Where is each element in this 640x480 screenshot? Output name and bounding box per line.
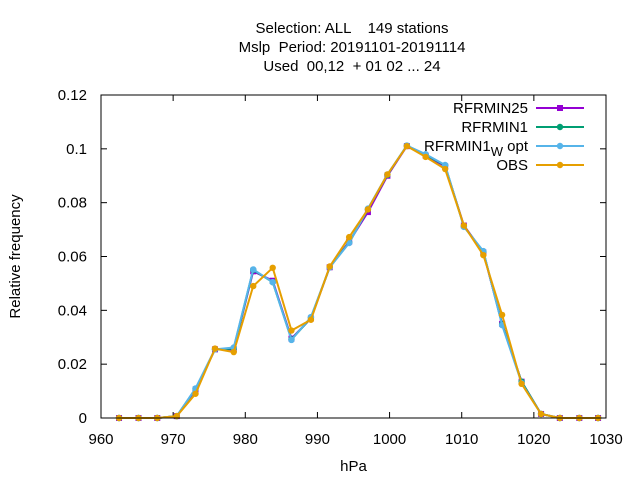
- legend-item: RFRMIN1W opt: [424, 138, 584, 159]
- legend-item: OBS: [496, 157, 584, 174]
- data-point: [250, 266, 257, 273]
- data-point: [498, 311, 506, 319]
- x-tick-label: 1030: [589, 431, 622, 448]
- y-tick-label: 0.08: [58, 195, 87, 212]
- data-point: [192, 390, 199, 397]
- data-point: [230, 348, 237, 356]
- series-2: [115, 142, 602, 422]
- data-point: [288, 327, 295, 334]
- series-lines: [115, 142, 602, 422]
- data-point: [403, 142, 411, 150]
- legend-marker: [557, 105, 563, 111]
- series-line: [119, 144, 599, 419]
- x-axis-label: hPa: [340, 458, 367, 475]
- data-point: [288, 336, 295, 344]
- data-point: [441, 165, 449, 173]
- y-axis-label: Relative frequency: [7, 194, 24, 319]
- data-point: [269, 278, 276, 286]
- data-point: [364, 206, 372, 213]
- legend-label: RFRMIN1W opt: [424, 138, 529, 159]
- data-point: [384, 171, 391, 178]
- y-tick-label: 0.02: [58, 356, 87, 373]
- y-tick-label: 0: [79, 410, 87, 427]
- series-line: [119, 145, 599, 419]
- series-line: [119, 145, 599, 419]
- legend-marker: [556, 142, 564, 150]
- data-point: [345, 233, 353, 241]
- series-line: [119, 144, 599, 419]
- data-point: [537, 410, 545, 418]
- series-1: [115, 142, 602, 422]
- x-tick-label: 980: [233, 431, 258, 448]
- data-point: [480, 251, 487, 259]
- legend-label: OBS: [496, 157, 528, 174]
- x-tick-label: 960: [88, 431, 113, 448]
- series-3: [115, 142, 602, 422]
- chart-title: Selection: ALL 149 stations Mslp Period:…: [239, 20, 466, 75]
- series-0: [116, 143, 602, 421]
- data-point: [460, 222, 468, 229]
- legend-label: RFRMIN25: [453, 100, 528, 117]
- legend-marker: [556, 123, 564, 131]
- y-tick-label: 0.1: [66, 141, 87, 158]
- x-tick-label: 1020: [517, 431, 550, 448]
- axis-ticks: 960 970 980 990 1000 1010 1020 1030 0 0.02 0.04 0.0…: [58, 87, 623, 448]
- x-tick-label: 1000: [373, 431, 406, 448]
- data-point: [211, 345, 219, 352]
- data-point: [422, 153, 429, 161]
- plot-area-frame: [100, 94, 607, 419]
- data-point: [250, 282, 257, 290]
- data-point: [326, 263, 333, 270]
- data-point: [307, 316, 315, 323]
- data-point: [269, 264, 276, 272]
- legend-marker: [556, 161, 564, 169]
- x-tick-label: 990: [305, 431, 330, 448]
- chart-title-line-3: Used 00,12 + 01 02 ... 24: [263, 58, 440, 75]
- chart-title-line-1: Selection: ALL 149 stations: [256, 20, 449, 37]
- x-tick-label: 970: [161, 431, 186, 448]
- legend-item: RFRMIN1: [461, 119, 584, 136]
- data-point: [345, 239, 353, 247]
- legend-label: RFRMIN1: [461, 119, 528, 136]
- data-point: [518, 380, 525, 388]
- y-tick-label: 0.06: [58, 249, 87, 266]
- y-tick-label: 0.12: [58, 87, 87, 104]
- y-tick-label: 0.04: [58, 302, 87, 319]
- x-tick-label: 1010: [445, 431, 478, 448]
- chart-title-line-2: Mslp Period: 20191101-20191114: [239, 39, 466, 56]
- legend-item: RFRMIN25: [453, 100, 584, 117]
